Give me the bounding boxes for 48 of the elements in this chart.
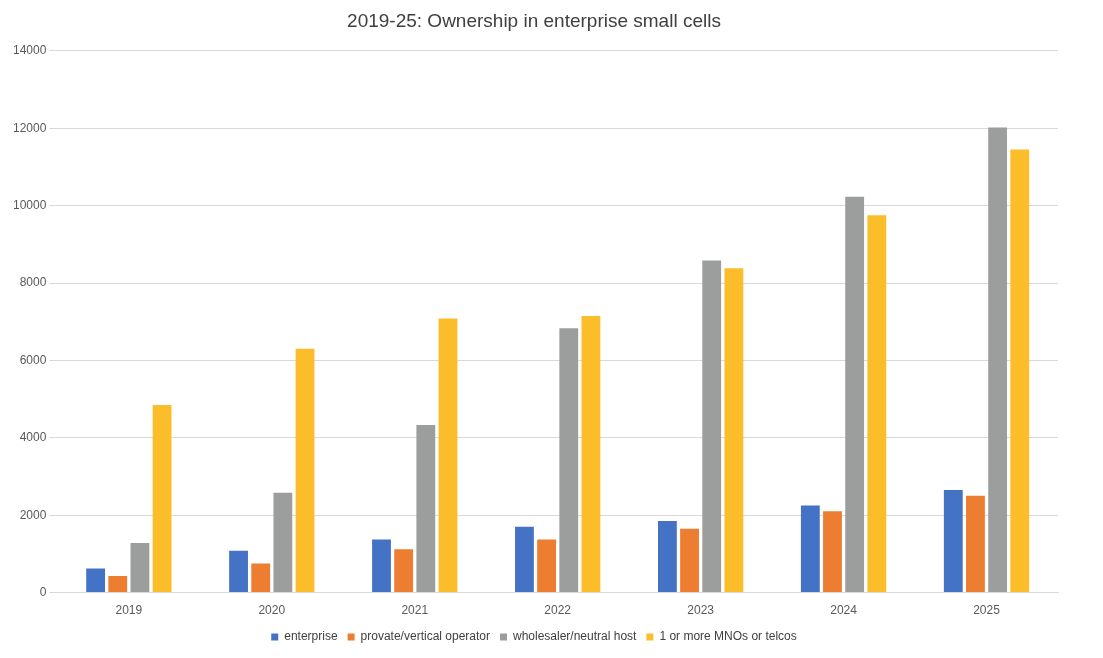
y-tick-label: 2000	[19, 507, 47, 522]
bar	[108, 575, 128, 593]
bar	[251, 563, 271, 593]
bar	[724, 268, 744, 593]
bar	[130, 543, 150, 593]
legend-label: enterprise	[284, 629, 338, 644]
y-tick-label: 4000	[19, 430, 47, 445]
y-tick-label: 12000	[12, 120, 47, 135]
y-tick-label: 14000	[12, 43, 47, 58]
bar	[581, 315, 601, 593]
bar	[273, 492, 293, 593]
bar	[657, 521, 677, 593]
bar	[152, 404, 172, 593]
bar	[680, 528, 699, 593]
x-tick-label: 2019	[115, 603, 143, 618]
bar	[229, 550, 248, 593]
x-tick-label: 2022	[544, 603, 572, 618]
x-tick-label: 2024	[830, 603, 858, 618]
legend-label: 1 or more MNOs or telcos	[659, 629, 797, 644]
y-tick-label: 6000	[19, 352, 47, 367]
bar	[438, 318, 458, 593]
y-tick-label: 10000	[12, 197, 47, 212]
bar	[86, 568, 106, 593]
legend-label: provate/vertical operator	[360, 629, 490, 644]
bar	[537, 539, 557, 593]
y-tick-label: 8000	[19, 275, 47, 290]
bar	[966, 495, 985, 593]
y-tick-label: 0	[39, 584, 47, 599]
bar	[295, 348, 315, 593]
bar	[943, 490, 963, 593]
bar	[559, 328, 579, 593]
bar	[867, 215, 887, 593]
x-tick-label: 2021	[401, 603, 429, 618]
bar	[845, 196, 865, 593]
bar	[823, 511, 842, 593]
legend-label: wholesaler/neutral host	[511, 629, 638, 644]
x-tick-label: 2023	[687, 603, 715, 618]
bar	[416, 425, 436, 593]
x-tick-label: 2020	[258, 603, 286, 618]
bar	[394, 549, 414, 593]
x-tick-label: 2025	[973, 603, 1001, 618]
bar	[988, 127, 1008, 593]
bar	[515, 526, 534, 593]
bar	[1010, 149, 1030, 593]
bar	[372, 539, 391, 593]
chart-title: 2019-25: Ownership in enterprise small cells	[347, 9, 721, 31]
bar	[702, 260, 722, 593]
bar	[800, 505, 820, 593]
